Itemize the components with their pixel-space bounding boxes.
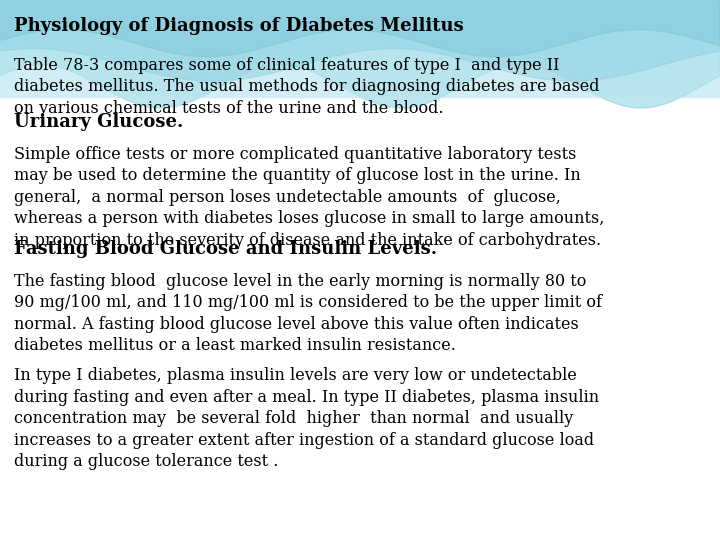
Bar (0, 0, 720, 97)
Text: Table 78-3 compares some of clinical features of type I  and type II
diabetes me: Table 78-3 compares some of clinical fea… (14, 57, 600, 117)
Text: The fasting blood  glucose level in the early morning is normally 80 to
90 mg/10: The fasting blood glucose level in the e… (14, 273, 603, 354)
Text: Simple office tests or more complicated quantitative laboratory tests
may be use: Simple office tests or more complicated … (14, 146, 605, 249)
Text: Urinary Glucose.: Urinary Glucose. (14, 113, 184, 131)
Text: In type I diabetes, plasma insulin levels are very low or undetectable
during fa: In type I diabetes, plasma insulin level… (14, 367, 600, 470)
Text: Fasting Blood Glucose and Insulin Levels.: Fasting Blood Glucose and Insulin Levels… (14, 240, 438, 258)
Bar (0, 0, 720, 97)
Text: Physiology of Diagnosis of Diabetes Mellitus: Physiology of Diagnosis of Diabetes Mell… (14, 17, 464, 35)
